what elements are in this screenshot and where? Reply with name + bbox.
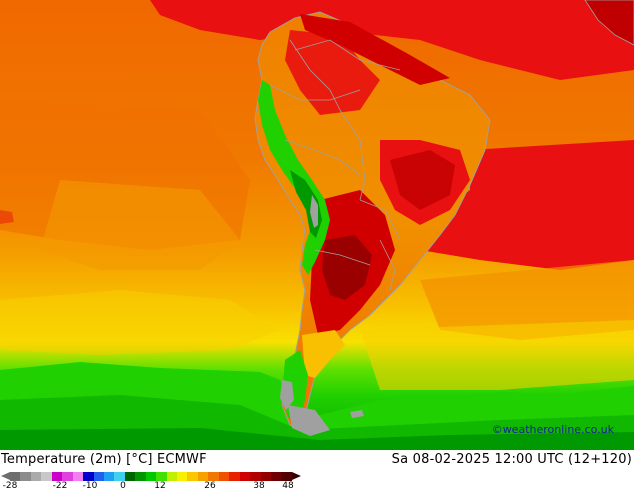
legend-swatch: [145, 472, 157, 481]
legend-tick-label: 38: [253, 481, 265, 491]
legend-swatch: [83, 472, 94, 481]
caribbean-land: [584, 0, 634, 46]
legend-swatch: [41, 472, 52, 481]
legend-swatch: [51, 472, 63, 481]
legend-swatch: [93, 472, 104, 481]
legend-swatch: [239, 472, 251, 481]
legend-swatch: [62, 472, 73, 481]
legend-swatch: [10, 472, 21, 481]
legend-swatch: [270, 472, 282, 481]
legend-cap-right: [292, 472, 301, 480]
legend-ticks: -28 -22 -10 0 12 26 38 48: [0, 481, 320, 491]
color-legend: [1, 472, 301, 481]
legend-swatch: [281, 472, 292, 481]
legend-swatch: [124, 472, 136, 481]
cold-zone-south-darker: [0, 428, 634, 450]
country-borders: [269, 39, 401, 291]
yellow-band-south-atlantic: [360, 320, 634, 390]
legend-swatch: [177, 472, 188, 481]
legend-swatch: [135, 472, 146, 481]
legend-swatch: [156, 472, 167, 481]
central-america: [175, 0, 270, 40]
legend-swatch: [187, 472, 198, 481]
legend-cap-left: [1, 472, 10, 480]
legend-swatch: [30, 472, 42, 481]
legend-tick-label: 48: [282, 481, 294, 491]
hot-zone-north: [150, 0, 634, 80]
legend-swatch: [208, 472, 219, 481]
credit-link[interactable]: ©weatheronline.co.uk: [491, 423, 614, 436]
legend-swatch: [72, 472, 84, 481]
orange-band-south-atlantic: [420, 260, 634, 340]
legend-swatch: [250, 472, 261, 481]
legend-swatch: [218, 472, 230, 481]
falklands: [350, 410, 364, 418]
legend-tick-label: 12: [154, 481, 166, 491]
amazon-hot-region: [285, 30, 380, 115]
forecast-datetime: Sa 08-02-2025 12:00 UTC (12+120): [391, 452, 632, 467]
andes-snow: [310, 195, 318, 228]
legend-swatch: [114, 472, 125, 481]
tierra-del-fuego: [288, 405, 330, 436]
legend-tick-label: 0: [120, 481, 126, 491]
legend-tick-label: -28: [2, 481, 18, 491]
legend-swatch: [260, 472, 271, 481]
yellow-band-south-pacific: [0, 290, 280, 355]
legend-swatch: [229, 472, 240, 481]
legend-tick-label: -10: [82, 481, 98, 491]
legend-swatch: [197, 472, 209, 481]
light-band-pacific: [40, 180, 240, 270]
southern-andes-snow: [280, 380, 294, 410]
legend-tick-label: -22: [52, 481, 68, 491]
argentina-hot-core: [322, 235, 372, 300]
temperature-map: [0, 0, 634, 450]
brazil-east-hot-core: [390, 150, 455, 210]
north-coast-hot: [300, 14, 450, 85]
legend-swatch: [20, 472, 31, 481]
legend-tick-label: 26: [204, 481, 216, 491]
map-title: Temperature (2m) [°C] ECMWF: [1, 452, 207, 467]
legend-swatch: [103, 472, 115, 481]
legend-swatch: [166, 472, 177, 481]
footer: ©weatheronline.co.uk Temperature (2m) [°…: [0, 423, 634, 491]
patagonia-warm: [302, 330, 345, 378]
